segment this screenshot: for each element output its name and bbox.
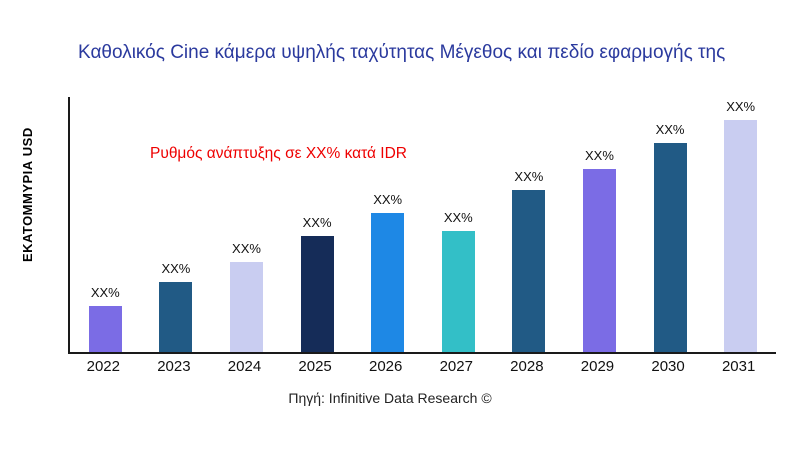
x-tick-label: 2030 [651, 358, 685, 375]
bar-group-2030: XX% [635, 122, 706, 352]
bar-value-label: XX% [161, 261, 191, 276]
bar-group-2027: XX% [423, 210, 494, 352]
bar [229, 262, 263, 352]
x-tick-label: 2031 [721, 358, 756, 375]
bar-group-2031: XX% [705, 99, 776, 352]
bar [512, 190, 546, 352]
x-tick-label: 2026 [368, 358, 403, 375]
bar-group-2028: XX% [494, 169, 565, 352]
bar-value-label: XX% [655, 122, 685, 137]
plot-area: XX% XX% XX% XX% XX% XX% XX% XX% XX% XX% [68, 97, 776, 354]
bar-group-2025: XX% [282, 215, 353, 352]
bar [371, 213, 405, 352]
bar-value-label: XX% [585, 148, 614, 163]
bar [88, 306, 122, 352]
growth-rate-annotation: Ρυθμός ανάπτυξης σε XX% κατά IDR [150, 145, 407, 162]
bar-group-2026: XX% [352, 192, 423, 352]
bar-group-2029: XX% [564, 148, 635, 352]
bar-value-label: XX% [90, 285, 120, 300]
bar [159, 282, 193, 352]
bar-value-label: XX% [373, 192, 403, 207]
x-tick-label: 2023 [157, 358, 191, 375]
x-tick-label: 2029 [580, 358, 615, 375]
x-tick-label: 2027 [439, 358, 473, 375]
bar-value-label: XX% [514, 169, 544, 184]
bar [441, 231, 475, 352]
chart-title: Καθολικός Cine κάμερα υψηλής ταχύτητας Μ… [78, 42, 726, 63]
x-tick-label: 2028 [510, 358, 544, 375]
bar [300, 236, 334, 352]
bar [724, 120, 758, 352]
bar-group-2023: XX% [141, 261, 212, 352]
x-tick-label: 2025 [298, 358, 332, 375]
x-tick-label: 2024 [227, 358, 262, 375]
bar [582, 169, 616, 352]
bar-group-2024: XX% [211, 241, 282, 352]
x-axis: 2022 2023 2024 2025 2026 2027 2028 2029 2030 2031 [68, 358, 774, 375]
bar-group-2022: XX% [70, 285, 141, 352]
bar-value-label: XX% [302, 215, 332, 230]
bar [653, 143, 687, 352]
x-tick-label: 2022 [86, 358, 120, 375]
bar-series: XX% XX% XX% XX% XX% XX% XX% XX% XX% XX% [70, 97, 776, 352]
y-axis-label: ΕΚΑΤΟΜΜΥΡΙΑ USD [20, 127, 35, 263]
source-text: Πηγή: Infinitive Data Research © [288, 390, 492, 406]
bar-value-label: XX% [443, 210, 473, 225]
bar-value-label: XX% [726, 99, 756, 114]
bar-value-label: XX% [232, 241, 261, 256]
